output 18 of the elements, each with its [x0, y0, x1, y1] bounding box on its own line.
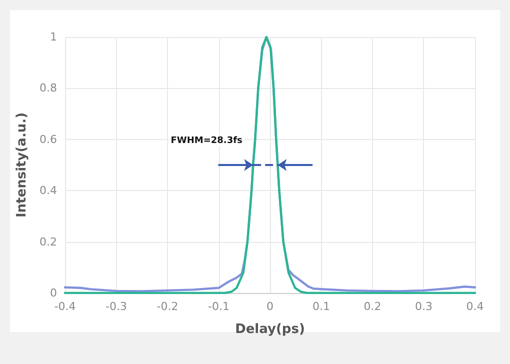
x-tick-label: -0.3 — [106, 300, 127, 313]
x-tick-label: 0.3 — [415, 300, 432, 313]
y-tick-label: 0.6 — [40, 132, 57, 146]
x-tick-label: -0.2 — [156, 300, 178, 313]
y-axis-title: Intensity(a.u.) — [14, 112, 30, 218]
x-tick-label: -0.4 — [54, 300, 76, 313]
y-tick-label: 0 — [50, 286, 57, 300]
x-tick-label: -0.1 — [208, 300, 230, 313]
y-tick-label: 0.8 — [40, 82, 57, 95]
x-tick-label: 0.1 — [312, 300, 330, 313]
x-axis-title: Delay(ps) — [235, 322, 305, 337]
x-tick-label: 0.2 — [364, 300, 382, 313]
y-tick-label: 1 — [50, 30, 57, 44]
y-tick-label: 0.4 — [40, 184, 57, 198]
x-tick-label: 0 — [266, 300, 274, 313]
x-tick-label: 0.4 — [466, 300, 484, 313]
y-tick-label: 0.2 — [40, 235, 57, 248]
annotation: FWHM=28.3fs — [170, 136, 242, 146]
